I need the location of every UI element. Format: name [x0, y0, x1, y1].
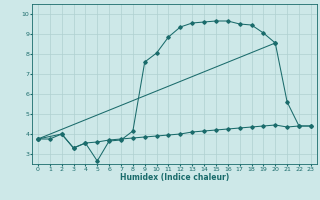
- X-axis label: Humidex (Indice chaleur): Humidex (Indice chaleur): [120, 173, 229, 182]
